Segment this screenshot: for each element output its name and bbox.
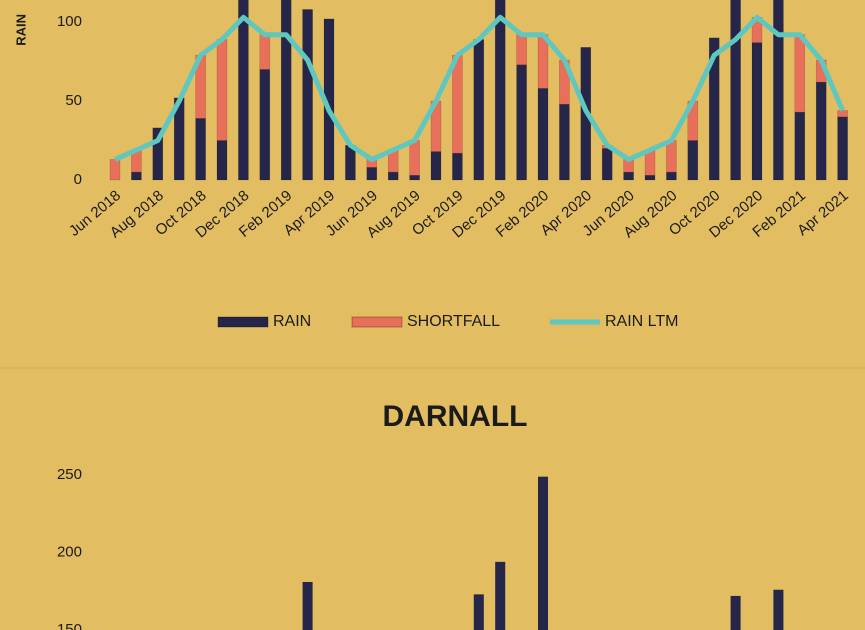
- bar-segment: [730, 0, 741, 181]
- bar-segment: [751, 42, 763, 181]
- y-axis-label: RAIN: [13, 14, 28, 46]
- bar-segment: [366, 167, 378, 181]
- bar-segment: [687, 140, 699, 181]
- legend-swatch: [351, 316, 403, 328]
- bar: [773, 589, 784, 630]
- bar-segment: [666, 140, 677, 173]
- bar: [495, 561, 506, 630]
- bar-segment: [430, 151, 442, 181]
- bar-segment: [409, 175, 420, 181]
- bar-segment: [644, 175, 656, 181]
- bar-segment: [794, 34, 806, 113]
- bar-segment: [516, 34, 527, 65]
- bar-segment: [494, 0, 506, 181]
- bar-segment: [452, 55, 463, 154]
- bar-segment: [409, 140, 420, 176]
- bar-segment: [794, 111, 806, 181]
- bar-segment: [259, 69, 271, 181]
- bar-segment: [537, 34, 549, 89]
- line: [113, 14, 845, 162]
- bar-segment: [131, 171, 142, 181]
- bar-segment: [473, 39, 485, 181]
- y-tick-label: 200: [57, 544, 82, 561]
- legend-swatch: [217, 316, 269, 328]
- bar-segment: [559, 103, 570, 181]
- bar-segment: [623, 171, 634, 181]
- bar: [730, 595, 741, 630]
- legend-label: RAIN: [273, 313, 311, 330]
- bar-segment: [216, 39, 228, 141]
- bar-segment: [666, 171, 677, 181]
- y-tick-label: 100: [57, 13, 82, 30]
- bar-segment: [452, 152, 463, 181]
- legend-label: SHORTFALL: [407, 313, 500, 330]
- bar-segment: [837, 110, 848, 118]
- y-tick-label: 150: [57, 621, 82, 630]
- bar-segment: [109, 159, 121, 181]
- bar-segment: [216, 140, 228, 181]
- bar: [473, 594, 484, 630]
- bar-segment: [238, 0, 249, 181]
- bar-segment: [516, 64, 527, 181]
- bar-segment: [537, 88, 549, 181]
- bar-segment: [259, 34, 271, 70]
- bar-segment: [302, 9, 313, 181]
- bar-segment: [773, 0, 784, 181]
- legend-label: RAIN LTM: [605, 313, 678, 330]
- y-tick-label: 50: [65, 92, 82, 109]
- chart-title: DARNALL: [383, 400, 528, 433]
- bar-segment: [815, 81, 827, 181]
- bar-segment: [152, 127, 164, 181]
- bar-segment: [708, 37, 720, 181]
- bar: [538, 476, 548, 630]
- bar-segment: [387, 171, 399, 181]
- y-tick-label: 250: [57, 466, 82, 483]
- bar-segment: [280, 0, 292, 181]
- bar-segment: [195, 118, 206, 181]
- bar-segment: [837, 116, 848, 181]
- y-tick-label: 0: [74, 171, 82, 188]
- bar: [302, 581, 313, 630]
- bar-segment: [601, 148, 613, 181]
